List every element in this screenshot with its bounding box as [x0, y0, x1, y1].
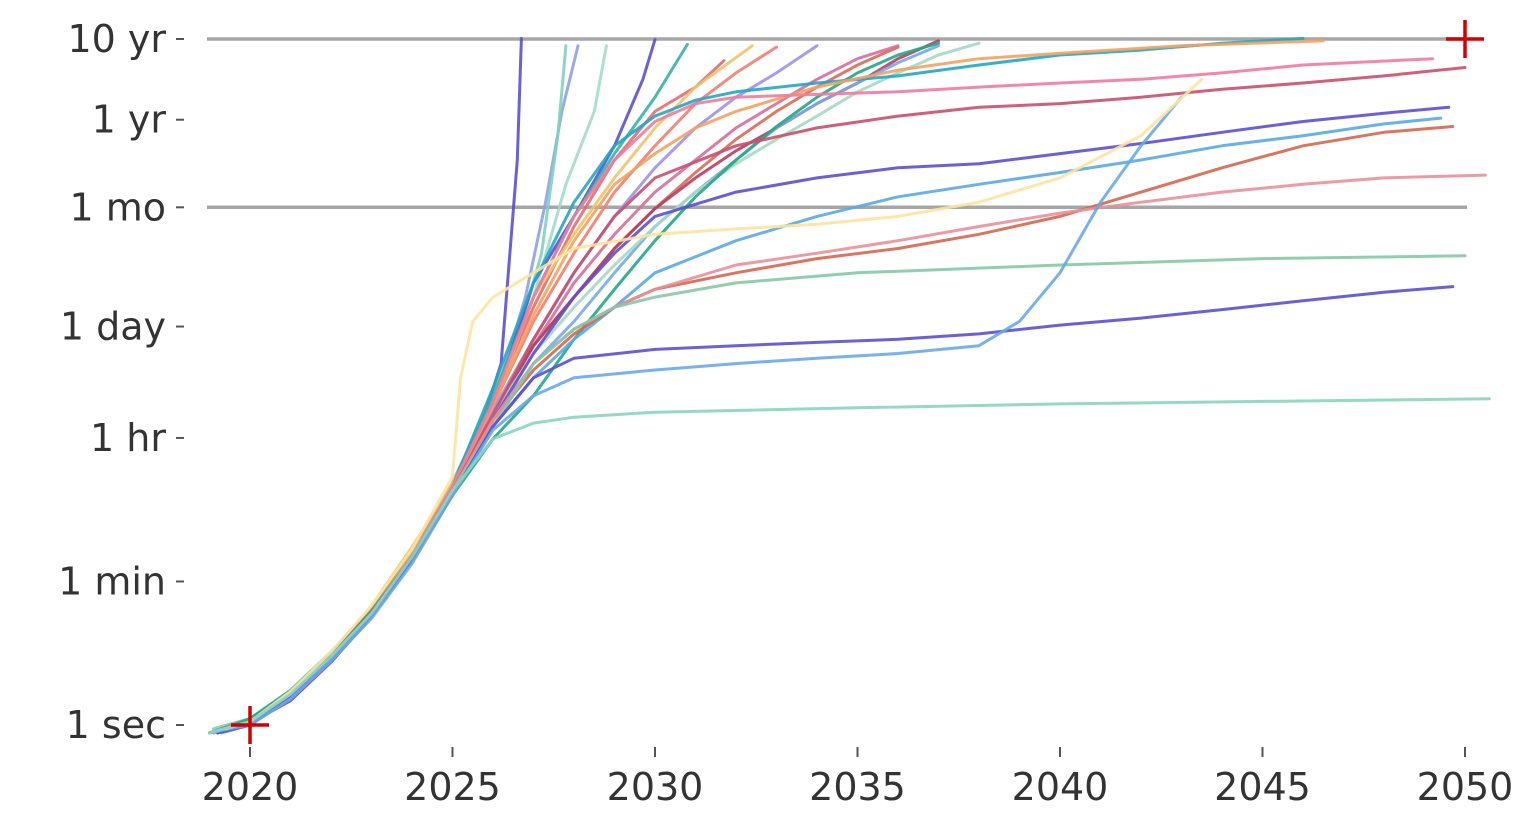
x-tick-label-2020: 2020: [202, 765, 299, 809]
series-line-13: [212, 39, 940, 735]
series-line-27: [208, 95, 1183, 735]
series-line-22: [208, 116, 1443, 735]
series-line-5: [228, 38, 657, 731]
series-line-6: [208, 42, 689, 735]
x-tick-label-2050: 2050: [1417, 765, 1514, 809]
y-tick-label-10-yr: 10 yr: [67, 17, 166, 61]
series-line-16: [216, 41, 940, 735]
y-tick-label-1-hr: 1 hr: [90, 416, 166, 460]
series-line-21: [216, 105, 1451, 735]
y-tick-label-1-mo: 1 mo: [69, 185, 166, 229]
plus-marker: [231, 706, 269, 744]
x-tick-label-2040: 2040: [1012, 765, 1109, 809]
x-axis: 2020 2025 2030 2035 2040 2045 2050: [202, 747, 1514, 809]
series-line-25: [208, 254, 1467, 735]
target-markers: [231, 20, 1484, 744]
series-line-23: [220, 125, 1455, 731]
x-tick-label-2025: 2025: [404, 765, 501, 809]
y-axis: 1 sec 1 min 1 hr 1 day 1 mo 1 yr 10 yr: [58, 17, 184, 747]
series-line-11: [224, 45, 900, 731]
series-line-26: [216, 285, 1455, 735]
y-tick-label-1-yr: 1 yr: [92, 98, 167, 142]
y-tick-label-1-day: 1 day: [60, 305, 166, 349]
y-tick-label-1-sec: 1 sec: [66, 703, 166, 747]
series-line-1: [216, 37, 523, 735]
plus-marker: [1446, 20, 1484, 58]
series-line-28: [224, 77, 1204, 731]
reference-lines: [207, 37, 1467, 210]
series-line-18: [220, 39, 1325, 731]
series-line-12: [216, 44, 900, 735]
x-tick-label-2035: 2035: [809, 765, 906, 809]
series-line-7: [220, 59, 726, 731]
x-tick-label-2045: 2045: [1214, 765, 1311, 809]
series-line-20: [224, 66, 1467, 731]
x-tick-label-2030: 2030: [607, 765, 704, 809]
y-tick-label-1-min: 1 min: [58, 559, 166, 603]
series-line-29: [208, 397, 1491, 735]
series-line-15: [208, 41, 981, 735]
series-lines: [208, 37, 1491, 735]
